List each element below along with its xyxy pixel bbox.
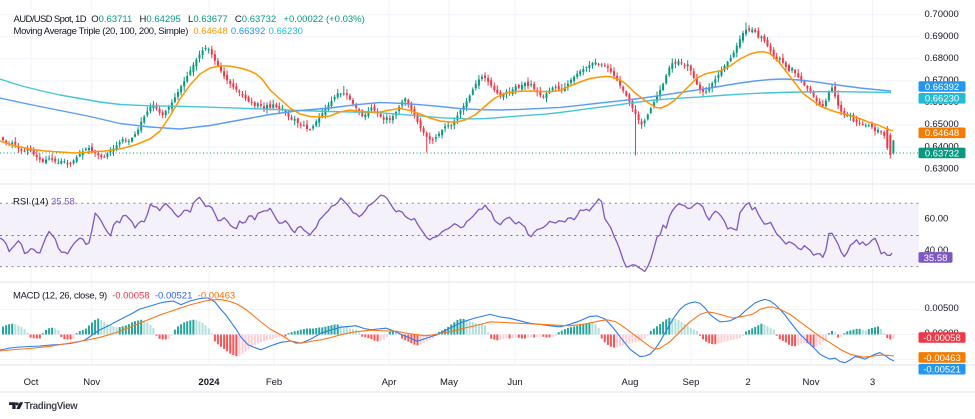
svg-text:0.66230: 0.66230 xyxy=(925,94,959,105)
svg-text:0.63000: 0.63000 xyxy=(925,163,959,174)
svg-text:0.70000: 0.70000 xyxy=(925,9,959,20)
svg-text:Aug: Aug xyxy=(622,377,639,388)
svg-text:0.64648: 0.64648 xyxy=(925,128,959,139)
svg-text:-0.00463: -0.00463 xyxy=(923,353,961,364)
svg-text:Apr: Apr xyxy=(382,377,397,388)
svg-text:0.64000: 0.64000 xyxy=(925,141,959,152)
svg-text:40.00: 40.00 xyxy=(925,245,949,256)
svg-text:Jun: Jun xyxy=(507,377,522,388)
svg-text:-0.00058: -0.00058 xyxy=(923,333,961,344)
svg-text:0.00500: 0.00500 xyxy=(925,303,959,314)
svg-text:-0.00521: -0.00521 xyxy=(923,365,961,376)
svg-text:Nov: Nov xyxy=(803,377,820,388)
svg-text:AUD/USD Spot, 1D O0.63711 H0: AUD/USD Spot, 1D O0.63711 H0.64295 L0.63… xyxy=(14,14,365,25)
svg-text:2024: 2024 xyxy=(198,377,220,388)
svg-text:0.63732: 0.63732 xyxy=(925,148,959,159)
svg-text:RSI (14) 35.58: RSI (14) 35.58 xyxy=(13,196,75,207)
svg-text:0.69000: 0.69000 xyxy=(925,31,959,42)
svg-text:2: 2 xyxy=(745,377,750,388)
svg-text:0.65000: 0.65000 xyxy=(925,119,959,130)
svg-text:0.68000: 0.68000 xyxy=(925,53,959,64)
svg-text:60.00: 60.00 xyxy=(925,213,949,224)
svg-text:Feb: Feb xyxy=(266,377,282,388)
svg-text:3: 3 xyxy=(870,377,875,388)
svg-text:MACD (12, 26, close, 9) -0.00: MACD (12, 26, close, 9) -0.00058 -0.0052… xyxy=(13,291,235,302)
svg-text:Nov: Nov xyxy=(83,377,100,388)
svg-text:0.67000: 0.67000 xyxy=(925,75,959,86)
svg-text:35.58: 35.58 xyxy=(924,253,948,264)
svg-text:TradingView: TradingView xyxy=(24,401,78,412)
svg-text:Sep: Sep xyxy=(683,377,700,388)
svg-text:May: May xyxy=(440,377,458,388)
svg-text:0.66392: 0.66392 xyxy=(925,82,959,93)
svg-text:Oct: Oct xyxy=(24,377,39,388)
svg-text:Moving Average Triple (20, 100: Moving Average Triple (20, 100, 200, Sim… xyxy=(14,26,303,37)
